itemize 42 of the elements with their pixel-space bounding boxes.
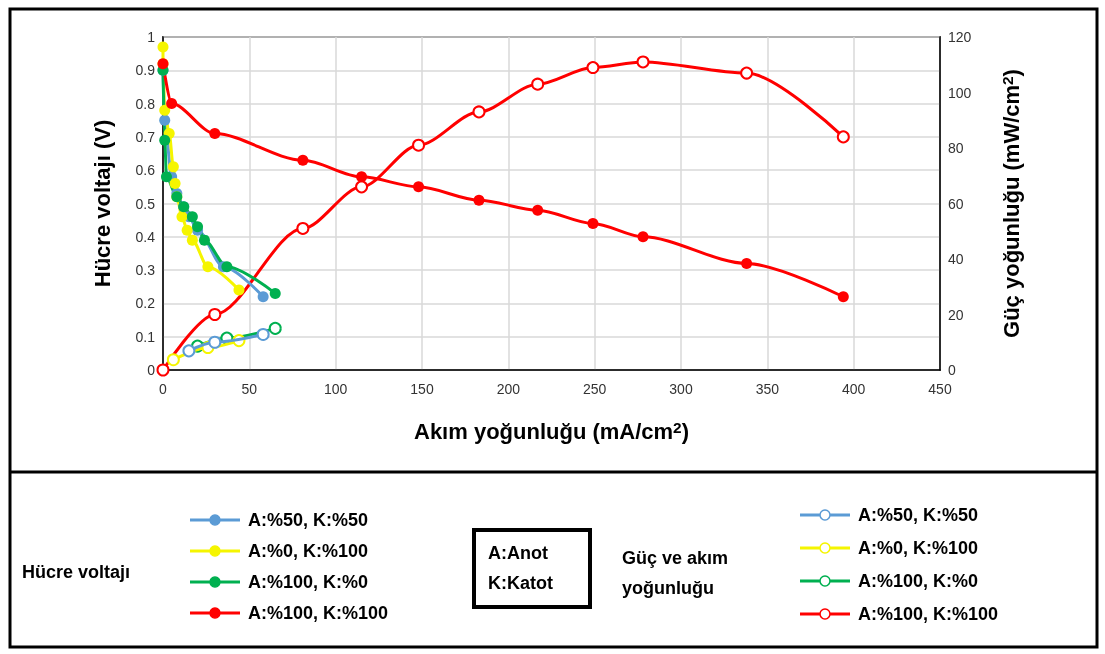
- y2-tick-label: 80: [948, 140, 964, 156]
- x-tick-label: 150: [410, 381, 434, 397]
- y-tick-label: 0.2: [135, 295, 156, 312]
- x-tick-label: 0: [159, 381, 168, 397]
- y-tick-label: 0.1: [135, 328, 156, 345]
- y-tick-label: 1: [147, 29, 156, 45]
- legend-label: A:%100, K:%100: [858, 604, 999, 624]
- legend-label: A:%50, K:%50: [248, 510, 369, 530]
- text: Hücre voltajı: [22, 562, 131, 582]
- legend-label: A:%0, K:%100: [858, 538, 979, 558]
- x-tick-label: 50: [241, 381, 258, 397]
- x-tick-label: 400: [841, 381, 866, 397]
- text: Güç ve akım yoğunluğu: [622, 548, 734, 598]
- y2-tick-label: 0: [948, 362, 956, 378]
- y-tick-label: 0.5: [135, 195, 156, 212]
- y-tick-label: 0.4: [135, 228, 156, 245]
- x-tick-label: 300: [669, 381, 693, 397]
- x-tick-label: 350: [755, 381, 780, 397]
- x-tick-label: 200: [496, 381, 521, 397]
- y2-tick-label: 100: [948, 84, 972, 101]
- y-axis-title: Hücre voltajı (V): [89, 119, 115, 288]
- legend-label: A:%50, K:%50: [858, 505, 979, 525]
- y2-tick-label: 20: [948, 306, 964, 323]
- legend-label: A:%100, K:%0: [858, 571, 979, 591]
- x-tick-label: 100: [323, 381, 348, 397]
- x-tick-label: 450: [928, 381, 952, 397]
- text: K:Katot: [488, 573, 553, 593]
- y-tick-label: 0: [147, 362, 156, 378]
- y-tick-label: 0.7: [135, 128, 156, 145]
- y2-tick-label: 60: [948, 195, 964, 212]
- text: A:Anot: [488, 543, 548, 563]
- y-tick-label: 0.3: [135, 262, 156, 279]
- legend-label: A:%0, K:%100: [248, 541, 369, 561]
- y2-tick-label: 40: [948, 251, 964, 267]
- legend-label: A:%100, K:%0: [248, 572, 369, 592]
- y-tick-label: 0.8: [135, 95, 156, 112]
- legend-label: A:%100, K:%100: [248, 603, 389, 623]
- y-tick-label: 0.6: [135, 162, 156, 179]
- y-tick-label: 0.9: [135, 62, 156, 79]
- x-tick-label: 250: [582, 381, 607, 397]
- y2-axis-title: Güç yoğunluğu (mW/cm2): [998, 69, 1024, 338]
- y2-tick-label: 120: [948, 29, 972, 45]
